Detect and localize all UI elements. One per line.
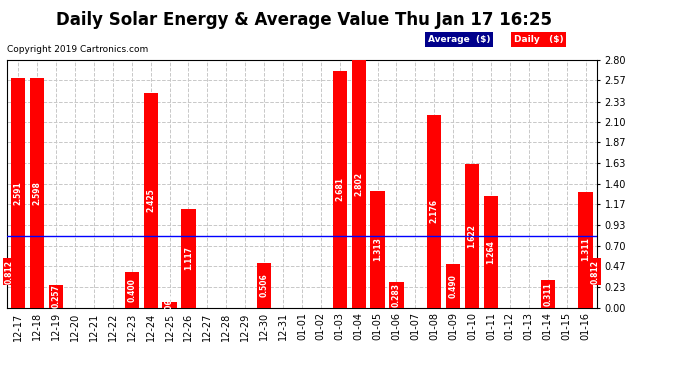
Text: 1.264: 1.264 xyxy=(486,240,495,264)
Text: 0.400: 0.400 xyxy=(127,278,136,302)
Text: 0.283: 0.283 xyxy=(392,283,401,307)
Text: 1.117: 1.117 xyxy=(184,246,193,270)
Text: 0.066: 0.066 xyxy=(165,292,174,316)
Bar xyxy=(49,285,63,308)
Bar xyxy=(30,78,44,308)
Text: 0.506: 0.506 xyxy=(259,273,268,297)
Bar xyxy=(540,280,555,308)
Text: 2.681: 2.681 xyxy=(335,177,344,201)
Text: Daily Solar Energy & Average Value Thu Jan 17 16:25: Daily Solar Energy & Average Value Thu J… xyxy=(56,11,551,29)
Bar xyxy=(11,78,26,308)
Text: 2.176: 2.176 xyxy=(430,200,439,223)
Text: 0.311: 0.311 xyxy=(543,282,552,306)
Text: Daily   ($): Daily ($) xyxy=(514,35,564,44)
Text: 0.490: 0.490 xyxy=(448,274,457,298)
Text: 2.598: 2.598 xyxy=(32,181,41,205)
Text: 1.311: 1.311 xyxy=(581,238,590,261)
Bar xyxy=(144,93,158,308)
Text: 2.802: 2.802 xyxy=(354,172,363,196)
Text: 1.313: 1.313 xyxy=(373,237,382,261)
Bar xyxy=(181,209,195,308)
Bar xyxy=(257,263,271,308)
Bar xyxy=(125,272,139,308)
Bar xyxy=(484,196,498,308)
Text: 0.257: 0.257 xyxy=(52,284,61,308)
Bar xyxy=(427,115,442,308)
Bar xyxy=(351,60,366,308)
Bar xyxy=(162,302,177,307)
Text: 2.591: 2.591 xyxy=(14,181,23,205)
Text: 0.812: 0.812 xyxy=(4,260,13,284)
Bar xyxy=(333,70,347,308)
Bar xyxy=(465,164,479,308)
Text: 0.812: 0.812 xyxy=(591,260,600,284)
Bar xyxy=(446,264,460,308)
Bar xyxy=(389,282,404,308)
Text: 2.425: 2.425 xyxy=(146,189,155,212)
Bar xyxy=(371,192,384,308)
Text: Average  ($): Average ($) xyxy=(428,35,491,44)
Text: Copyright 2019 Cartronics.com: Copyright 2019 Cartronics.com xyxy=(7,45,148,54)
Bar xyxy=(578,192,593,308)
Text: 1.622: 1.622 xyxy=(468,224,477,248)
